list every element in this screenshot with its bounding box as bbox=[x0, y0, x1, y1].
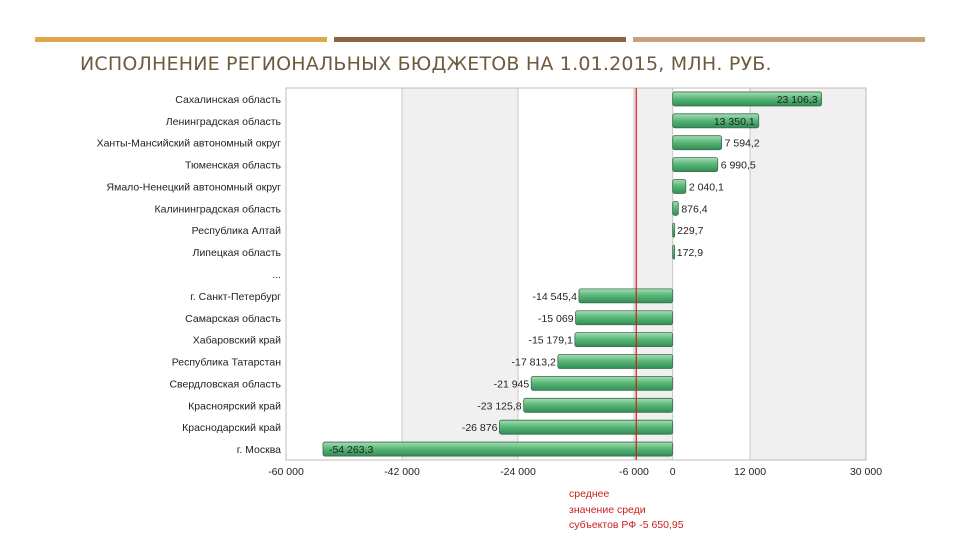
category-label: Республика Татарстан bbox=[172, 357, 282, 369]
plot-band bbox=[286, 88, 402, 460]
category-label: Тюменская область bbox=[185, 160, 281, 172]
category-label: г. Санкт-Петербург bbox=[190, 291, 281, 303]
value-label: 172,9 bbox=[677, 247, 703, 259]
value-label: -23 125,8 bbox=[477, 400, 522, 412]
bar bbox=[499, 419, 674, 435]
category-label: Красноярский край bbox=[188, 400, 281, 412]
decor-bar-left bbox=[35, 37, 327, 42]
x-tick-label: -42 000 bbox=[384, 466, 420, 478]
plot-band bbox=[402, 88, 518, 460]
value-label: -14 545,4 bbox=[533, 291, 578, 303]
bar bbox=[672, 244, 676, 260]
value-label: 6 990,5 bbox=[721, 160, 756, 172]
value-label: -54 263,3 bbox=[329, 444, 374, 456]
average-annotation-line-2: значение среди bbox=[569, 503, 646, 516]
category-label: Липецкая область bbox=[193, 247, 282, 259]
category-label: Самарская область bbox=[185, 313, 281, 325]
average-annotation-line-1: среднее bbox=[569, 488, 610, 500]
bar bbox=[672, 200, 679, 216]
bar bbox=[557, 354, 674, 369]
category-label: ... bbox=[272, 269, 281, 281]
bar bbox=[574, 332, 674, 348]
category-label: Ханты-Мансийский автономный округ bbox=[97, 138, 282, 150]
value-label: 13 350,1 bbox=[714, 116, 755, 128]
x-tick-label: -60 000 bbox=[268, 466, 304, 478]
value-label: 229,7 bbox=[677, 225, 703, 237]
value-label: -15 069 bbox=[538, 313, 574, 325]
decor-bar-middle bbox=[334, 37, 626, 42]
category-label: Калининградская область bbox=[155, 203, 282, 215]
decor-bar-right bbox=[633, 37, 925, 42]
category-label: г. Москва bbox=[237, 444, 281, 456]
average-annotation-line-3: субъектов РФ -5 650,95 bbox=[569, 519, 684, 531]
slide-title: ИСПОЛНЕНИЕ РЕГИОНАЛЬНЫХ БЮДЖЕТОВ НА 1.01… bbox=[80, 53, 772, 75]
category-label: Краснодарский край bbox=[182, 422, 281, 434]
x-tick-label: 0 bbox=[670, 466, 676, 478]
value-label: -21 945 bbox=[494, 378, 530, 390]
bar bbox=[672, 135, 723, 151]
category-label: Хабаровский край bbox=[193, 335, 281, 347]
value-label: 23 106,3 bbox=[777, 94, 818, 106]
category-label: Сахалинская область bbox=[175, 94, 281, 106]
x-tick-label: 12 000 bbox=[734, 466, 766, 478]
bar bbox=[523, 397, 674, 413]
bar bbox=[672, 113, 760, 129]
value-label: 876,4 bbox=[681, 203, 707, 215]
bar bbox=[322, 441, 674, 457]
value-label: -15 179,1 bbox=[528, 335, 573, 347]
bar bbox=[578, 288, 674, 304]
bar bbox=[575, 310, 674, 326]
x-tick-label: 30 000 bbox=[850, 466, 882, 478]
plot-area-border bbox=[285, 87, 867, 461]
category-label: Ямало-Ненецкий автономный округ bbox=[107, 181, 282, 193]
bar bbox=[672, 179, 687, 194]
category-label: Республика Алтай bbox=[192, 225, 281, 237]
bar bbox=[530, 376, 674, 391]
bar bbox=[672, 91, 822, 107]
value-label: -17 813,2 bbox=[511, 357, 556, 369]
x-tick-label: -6 000 bbox=[619, 466, 649, 478]
average-annotation: среднее значение среди субъектов РФ -5 6… bbox=[569, 487, 684, 534]
value-label: 2 040,1 bbox=[689, 181, 724, 193]
value-label: 7 594,2 bbox=[725, 138, 760, 150]
category-label: Ленинградская область bbox=[166, 116, 282, 128]
value-label: -26 876 bbox=[462, 422, 498, 434]
x-tick-label: -24 000 bbox=[500, 466, 536, 478]
category-label: Свердловская область bbox=[169, 378, 281, 390]
bar bbox=[672, 157, 719, 172]
plot-band bbox=[750, 88, 866, 460]
bar bbox=[672, 222, 676, 238]
